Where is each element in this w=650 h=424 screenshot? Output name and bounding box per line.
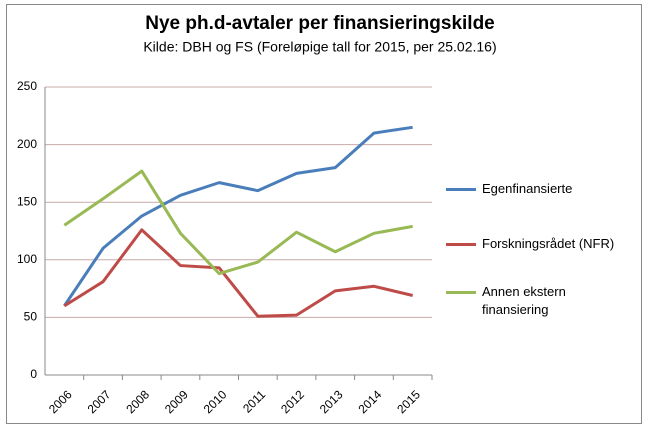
y-tick-label: 200 <box>17 137 37 151</box>
chart-title: Nye ph.d-avtaler per finansieringskilde <box>145 13 495 34</box>
y-tick-label: 150 <box>17 194 37 208</box>
x-tick-label: 2006 <box>46 387 75 416</box>
legend-swatch <box>446 188 476 191</box>
series-line <box>63 125 413 307</box>
x-tick-label: 2012 <box>278 387 307 416</box>
x-tick-label: 2015 <box>394 387 423 416</box>
x-tick-label: 2007 <box>85 387 114 416</box>
y-tick-label: 100 <box>17 252 37 266</box>
legend-label: Forskningsrådet (NFR) <box>482 236 615 251</box>
legend-swatch <box>446 291 476 294</box>
legend-swatch <box>446 243 476 246</box>
y-tick-label: 250 <box>17 79 37 93</box>
legend-item: Forskningsrådet (NFR) <box>446 235 632 253</box>
x-tick-label: 2008 <box>123 387 152 416</box>
chart-subtitle: Kilde: DBH og FS (Foreløpige tall for 20… <box>143 39 496 55</box>
y-tick-label: 0 <box>30 367 37 381</box>
legend-item: Egenfinansierte <box>446 180 632 198</box>
x-tick-label: 2013 <box>317 387 346 416</box>
x-tick-label: 2010 <box>201 387 230 416</box>
series-line <box>63 169 413 276</box>
x-tick-label: 2009 <box>162 387 191 416</box>
y-tick-label: 50 <box>24 310 38 324</box>
series-line <box>63 228 413 318</box>
x-tick-label: 2011 <box>240 387 268 415</box>
x-tick-label: 2014 <box>356 387 385 416</box>
legend-label: Annen ekstern finansiering <box>482 284 566 317</box>
legend-item: Annen ekstern finansiering <box>446 283 632 319</box>
legend-label: Egenfinansierte <box>482 181 573 196</box>
